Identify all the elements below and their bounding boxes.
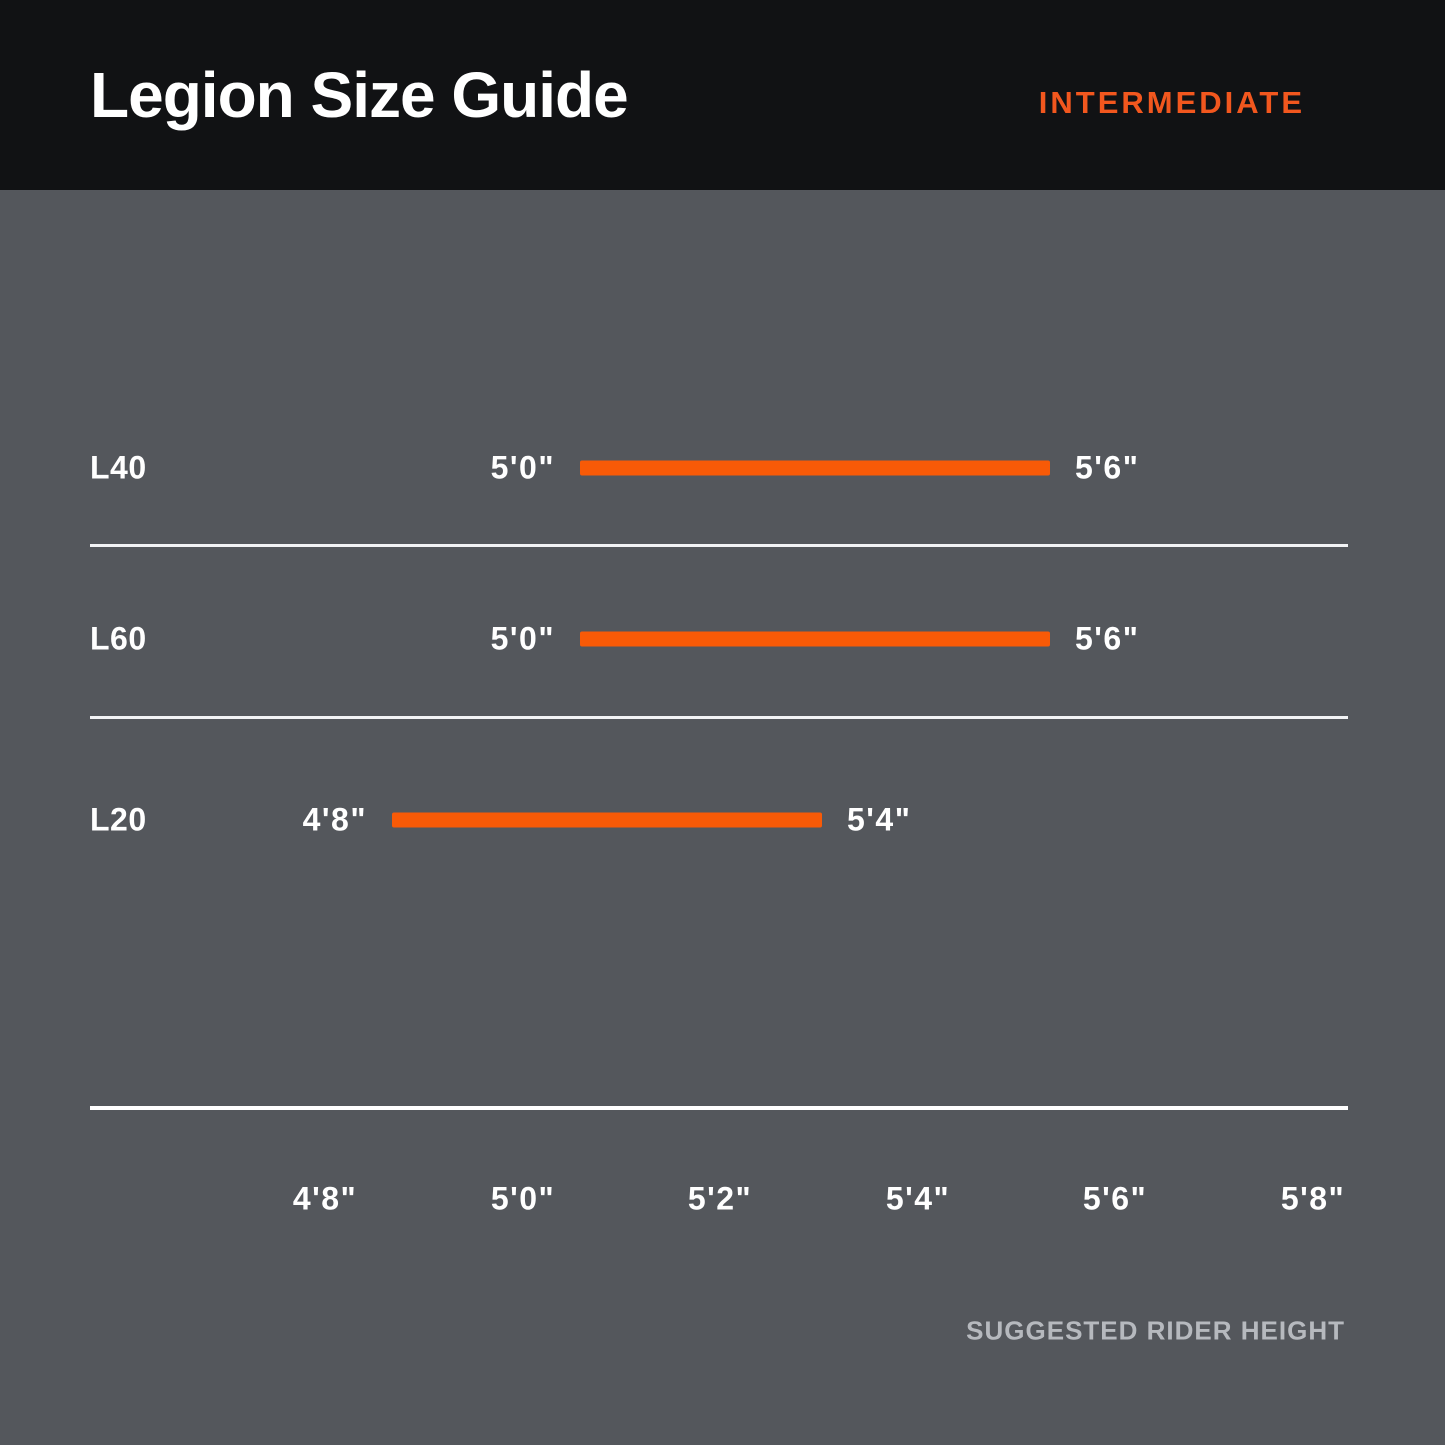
header: Legion Size Guide INTERMEDIATE — [0, 0, 1445, 190]
range-max-label: 5'4" — [847, 801, 912, 838]
range-min-label: 5'0" — [490, 620, 555, 657]
page-title: Legion Size Guide — [90, 59, 629, 131]
bike-model-label: L20 — [90, 801, 147, 838]
range-max-label: 5'6" — [1075, 620, 1140, 657]
range-max-label: 5'6" — [1075, 449, 1140, 486]
range-min-label: 5'0" — [490, 449, 555, 486]
height-range-bar — [580, 631, 1050, 647]
skill-level-badge: INTERMEDIATE — [1038, 85, 1305, 120]
row-divider-line — [90, 544, 1348, 547]
height-range-bar — [392, 812, 822, 828]
axis-caption: SUGGESTED RIDER HEIGHT — [966, 1315, 1345, 1346]
x-axis-tick-label: 5'6" — [1082, 1180, 1148, 1217]
x-axis-line — [90, 1106, 1348, 1110]
row-divider-line — [90, 716, 1348, 719]
x-axis-tick-label: 5'2" — [687, 1180, 753, 1217]
bike-model-label: L60 — [90, 620, 147, 657]
height-range-bar — [580, 460, 1050, 476]
x-axis-tick-label: 4'8" — [292, 1180, 358, 1217]
x-axis-tick-label: 5'8" — [1280, 1180, 1346, 1217]
x-axis-tick-label: 5'0" — [490, 1180, 556, 1217]
range-min-label: 4'8" — [302, 801, 367, 838]
bike-model-label: L40 — [90, 449, 147, 486]
x-axis-tick-label: 5'4" — [885, 1180, 951, 1217]
